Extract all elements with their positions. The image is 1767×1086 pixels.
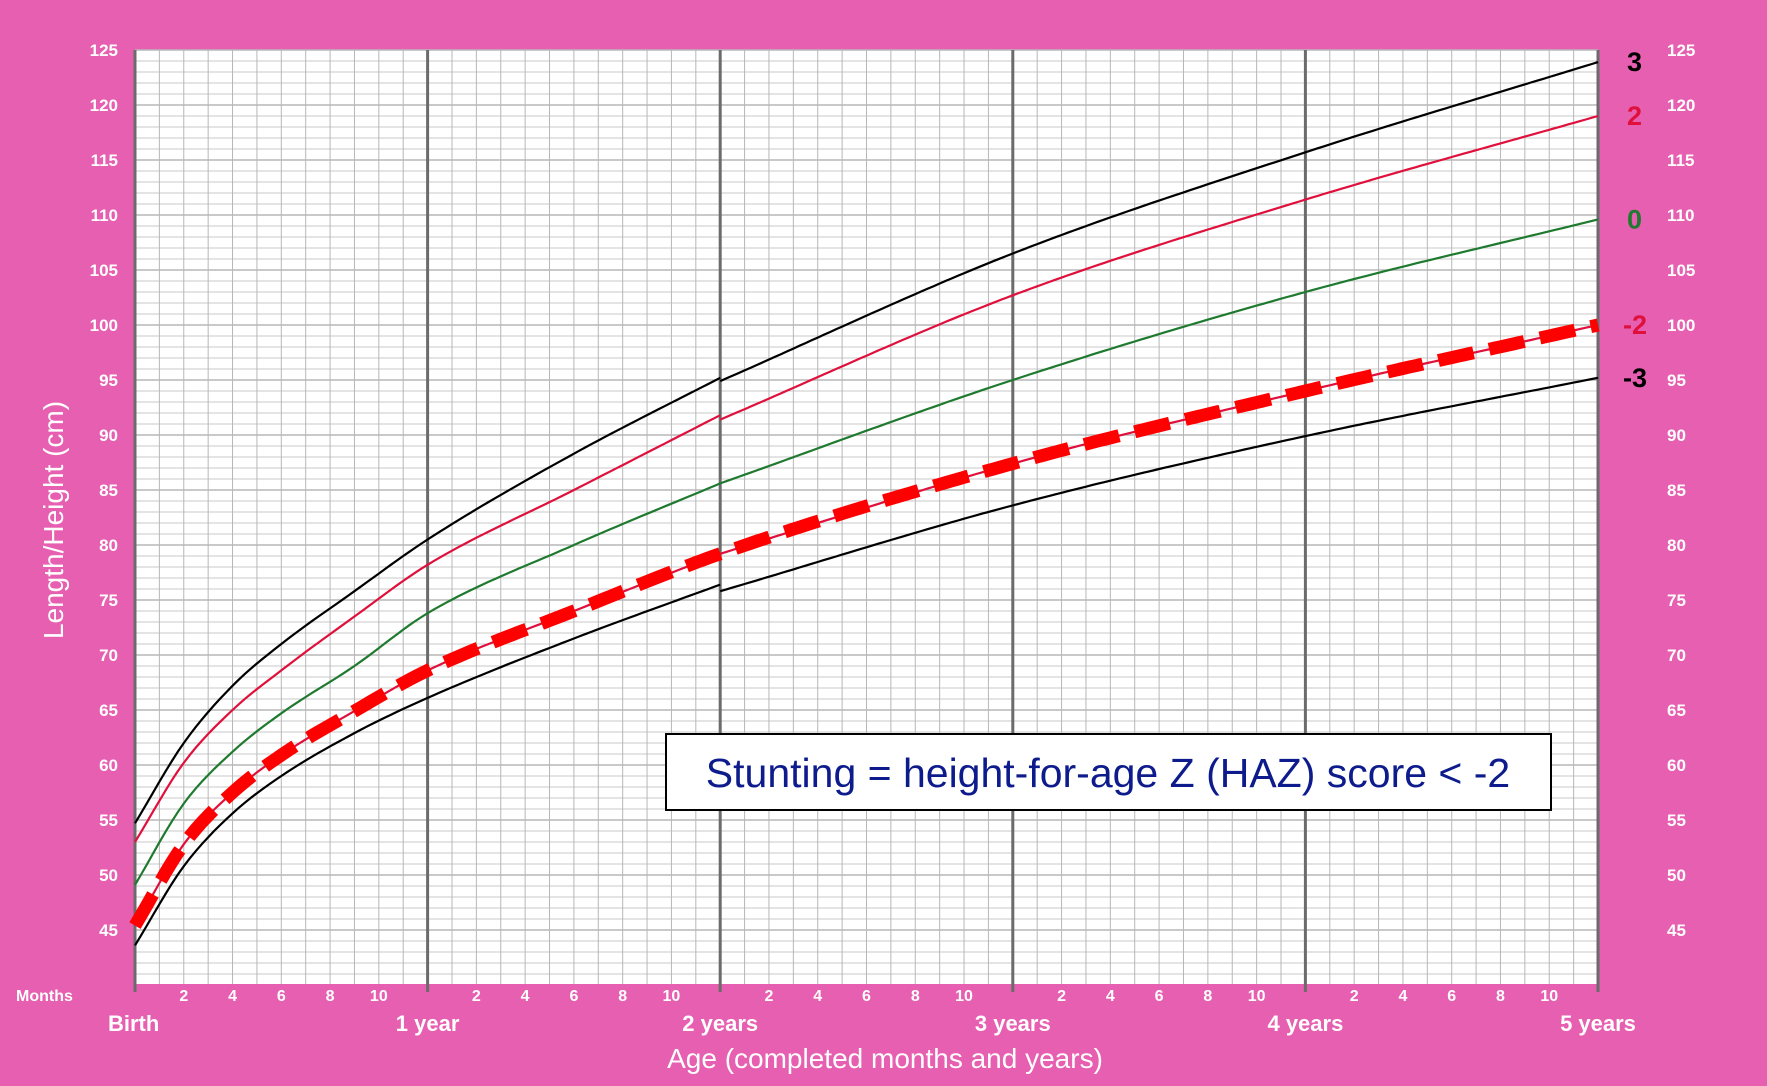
year-tick-label: 3 years: [975, 1011, 1051, 1036]
z-score-label: 0: [1627, 204, 1642, 234]
y-tick-label-right: 60: [1667, 756, 1686, 775]
y-tick-label-right: 105: [1667, 261, 1695, 280]
y-tick-label-left: 55: [99, 811, 118, 830]
curve-z-3-height: [719, 376, 1599, 593]
year-tick-label: 1 year: [396, 1011, 460, 1036]
month-tick-label: 6: [569, 988, 578, 1005]
stunting-threshold-line: [129, 318, 1600, 929]
y-tick-label-left: 85: [99, 481, 118, 500]
y-tick-label-left: 110: [91, 206, 118, 225]
month-tick-label: 10: [370, 988, 388, 1005]
month-tick-label: 10: [663, 988, 681, 1005]
months-label: Months: [16, 988, 73, 1005]
month-tick-label: 6: [1155, 988, 1164, 1005]
curve-z2-height: [719, 114, 1599, 421]
y-tick-label-left: 60: [99, 756, 118, 775]
y-tick-label-right: 70: [1667, 646, 1686, 665]
y-tick-label-right: 125: [1667, 41, 1695, 60]
y-tick-label-left: 105: [90, 261, 118, 280]
y-tick-label-left: 50: [99, 866, 118, 885]
month-tick-label: 6: [277, 988, 286, 1005]
y-tick-label-right: 85: [1667, 481, 1686, 500]
month-tick-label: 4: [521, 988, 530, 1005]
month-tick-label: 4: [228, 988, 237, 1005]
stunting-note-box: [665, 733, 1552, 811]
month-tick-label: 10: [955, 988, 973, 1005]
year-tick-label: Birth: [108, 1011, 159, 1036]
z-score-label: -3: [1623, 363, 1647, 393]
month-tick-label: 2: [1057, 988, 1066, 1005]
y-tick-label-right: 95: [1667, 371, 1686, 390]
y-tick-label-right: 120: [1667, 96, 1695, 115]
month-tick-label: 4: [1398, 988, 1407, 1005]
month-tick-label: 8: [618, 988, 627, 1005]
y-tick-label-left: 100: [90, 316, 118, 335]
month-tick-label: 2: [472, 988, 481, 1005]
y-tick-label-right: 100: [1667, 316, 1695, 335]
y-tick-label-right: 90: [1667, 426, 1686, 445]
month-tick-label: 8: [911, 988, 920, 1005]
y-tick-label-right: 50: [1667, 866, 1686, 885]
z-score-label: 2: [1627, 101, 1642, 131]
month-tick-label: 2: [765, 988, 774, 1005]
month-tick-label: 6: [862, 988, 871, 1005]
y-tick-label-right: 110: [1667, 206, 1694, 225]
y-tick-label-right: 65: [1667, 701, 1686, 720]
y-tick-label-right: 115: [1667, 151, 1694, 170]
month-tick-label: 8: [1203, 988, 1212, 1005]
curve-z0-height: [719, 218, 1599, 485]
minor-grid: [134, 49, 1599, 984]
x-axis-title: Age (completed months and years): [667, 1043, 1103, 1074]
year-tick-label: 2 years: [682, 1011, 758, 1036]
stunting-threshold-highlight: [129, 318, 1600, 929]
y-axis-title: Length/Height (cm): [38, 401, 69, 639]
y-tick-labels-right: 45 50 55 60 65 70 75 80 85 90 95 100 105 110 115 120 125: [1667, 41, 1695, 940]
curve-z3-height: [719, 61, 1599, 383]
month-tick-label: 2: [179, 988, 188, 1005]
curve-z-3-length: [134, 583, 721, 946]
month-tick-label: 8: [326, 988, 335, 1005]
y-tick-label-left: 45: [99, 921, 118, 940]
month-tick-label: 10: [1248, 988, 1266, 1005]
year-tick-label: 5 years: [1560, 1011, 1636, 1036]
z-score-label: -2: [1623, 310, 1647, 340]
curve-z3-length: [134, 376, 721, 824]
z-score-labels: 3 2 0 -2 -3: [1623, 47, 1647, 393]
y-tick-label-left: 95: [99, 371, 118, 390]
month-tick-label: 10: [1540, 988, 1558, 1005]
curve-z0-length: [134, 482, 721, 886]
year-tick-label: 4 years: [1267, 1011, 1343, 1036]
z-score-label: 3: [1627, 47, 1642, 77]
y-tick-label-right: 75: [1667, 591, 1686, 610]
y-tick-label-left: 90: [99, 426, 118, 445]
month-tick-label: 4: [813, 988, 822, 1005]
y-tick-label-left: 115: [91, 151, 118, 170]
y-tick-label-left: 65: [99, 701, 118, 720]
y-tick-label-right: 80: [1667, 536, 1686, 555]
y-tick-label-left: 70: [99, 646, 118, 665]
y-tick-label-left: 120: [90, 96, 118, 115]
month-tick-label: 6: [1447, 988, 1456, 1005]
month-tick-label: 8: [1496, 988, 1505, 1005]
month-tick-label: 2: [1350, 988, 1359, 1005]
y-tick-label-left: 75: [99, 591, 118, 610]
month-tick-label: 4: [1106, 988, 1115, 1005]
stunting-note-text: Stunting = height-for-age Z (HAZ) score …: [706, 750, 1510, 796]
major-grid: [133, 50, 1600, 992]
y-tick-label-left: 80: [99, 536, 118, 555]
curve-z2-length: [134, 414, 721, 843]
y-tick-label-right: 45: [1667, 921, 1686, 940]
x-tick-labels: 2 4 6 8 10 2 4 6 8 10 2 4 6 8 10 2 4 6 8 10 2 4 6 8 10 Birth 1 yea…: [108, 988, 1636, 1036]
y-tick-labels-left: 45 50 55 60 65 70 75 80 85 90 95 100 105 110 115 120 125: [90, 41, 118, 940]
y-tick-label-right: 55: [1667, 811, 1686, 830]
y-tick-label-left: 125: [90, 41, 118, 60]
stunting-note: Stunting = height-for-age Z (HAZ) score …: [665, 733, 1552, 811]
